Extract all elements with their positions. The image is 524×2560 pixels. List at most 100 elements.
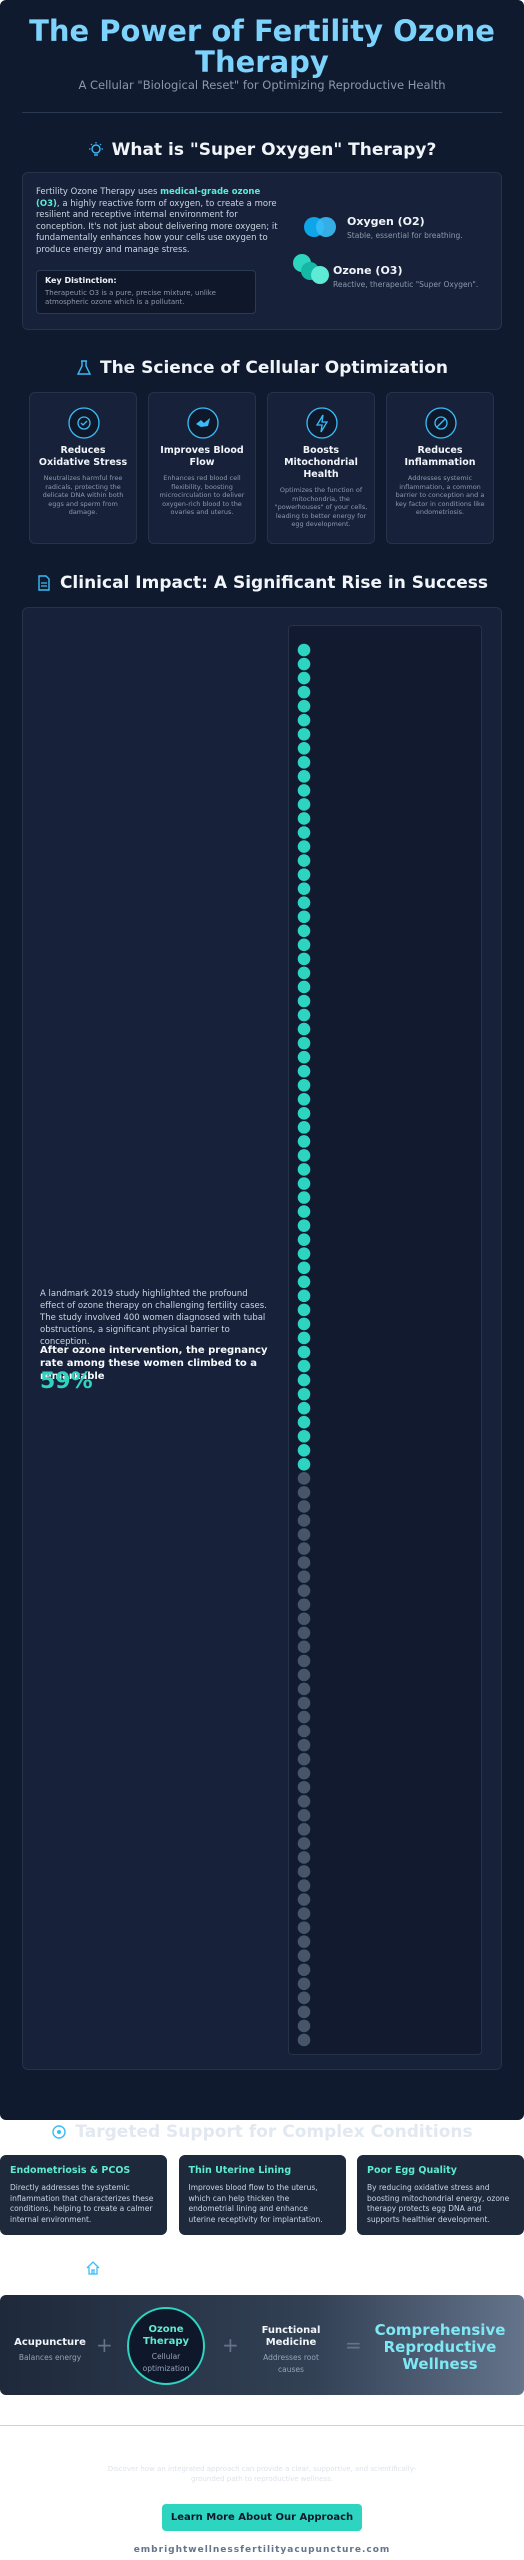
waffle-dot-rest	[297, 1851, 311, 1864]
waffle-dot-rest	[297, 1654, 311, 1668]
condition-card: Poor Egg Quality By reducing oxidative st…	[357, 2155, 524, 2235]
integration-result: Comprehensive Reproductive Wellness	[374, 2321, 506, 2373]
waffle-dot-rest	[297, 1556, 311, 1569]
waffle-dot-success	[297, 980, 311, 994]
waffle-dot-success	[297, 854, 311, 867]
waffle-dot-success	[297, 798, 311, 811]
waffle-dot-success	[297, 826, 311, 839]
website: embrightwellnessfertilityacupuncture.com	[133, 2545, 391, 2555]
waffle-dot-success	[297, 1177, 311, 1190]
waffle-dot-success	[297, 1261, 311, 1275]
waffle-dot-rest	[297, 1893, 311, 1906]
waffle-dot-rest	[297, 1500, 311, 1513]
waffle-dot-rest	[297, 1879, 311, 1892]
waffle-dot-success	[297, 910, 311, 924]
item-subtitle: Addresses root causes	[263, 2353, 319, 2374]
waffle-dot-success	[297, 896, 311, 910]
molecule-name: Oxygen (O2)	[347, 215, 425, 228]
waffle-dot-success	[297, 966, 311, 980]
card-text: Directly addresses the systemic inflamma…	[10, 2183, 154, 2224]
waffle-dot-rest	[297, 1865, 311, 1878]
waffle-dot-success	[297, 1247, 311, 1261]
waffle-dot-success	[297, 784, 311, 797]
waffle-dot-success	[297, 756, 311, 769]
science-card: Improves Blood Flow Enhances red blood ce…	[148, 392, 256, 544]
waffle-dot-success	[297, 1289, 311, 1303]
waffle-dot-rest	[297, 2033, 311, 2047]
target-icon	[52, 2125, 67, 2139]
waffle-dot-rest	[297, 1907, 311, 1920]
waffle-dot-success	[297, 812, 311, 825]
waffle-dot-rest	[297, 1935, 311, 1948]
result-value: 59%	[40, 1369, 93, 1394]
waffle-dot-rest	[297, 1710, 311, 1724]
waffle-dot-success	[297, 1303, 311, 1317]
subtitle: A Cellular "Biological Reset" for Optimi…	[78, 78, 446, 92]
waffle-dot-success	[297, 1064, 311, 1078]
heading-text: Targeted Support for Complex Conditions	[75, 2122, 473, 2142]
waffle-dot-success	[297, 924, 311, 938]
waffle-dot-success	[297, 1107, 311, 1120]
key-title: Key Distinction:	[45, 276, 117, 285]
card-text: Neutralizes harmful free radicals, prote…	[42, 474, 124, 516]
integration-item: Functional Medicine Addresses root causes	[250, 2325, 332, 2376]
waffle-dot-success	[297, 1022, 311, 1036]
waffle-dot-success	[297, 1036, 311, 1050]
waffle-dot-rest	[297, 1752, 311, 1766]
waffle-dot-success	[297, 713, 311, 727]
item-title: Functional Medicine	[261, 2325, 321, 2348]
card-text: Enhances red blood cell flexibility, boo…	[159, 474, 245, 516]
science-card: Reduces Inflammation Addresses systemic i…	[386, 392, 494, 544]
waffle-dot-rest	[297, 1612, 311, 1626]
waffle-dot-success	[297, 1191, 311, 1204]
waffle-dot-rest	[297, 1794, 311, 1808]
section-heading: The Science of Cellular Optimization	[0, 358, 524, 378]
ozone-circle	[127, 2307, 205, 2385]
card-text: By reducing oxidative stress and boostin…	[367, 2183, 510, 2224]
waffle-dot-success	[297, 699, 311, 713]
card-icon	[425, 407, 457, 439]
footer-text: Discover how an integrated approach can …	[107, 2465, 417, 2483]
waffle-dot-success	[297, 741, 311, 755]
waffle-dot-success	[297, 1345, 311, 1359]
item-title: Acupuncture	[14, 2337, 86, 2348]
what-is-paragraph: Fertility Ozone Therapy uses medical-gra…	[36, 187, 286, 256]
cta-button[interactable]: Learn More About Our Approach	[162, 2504, 362, 2531]
waffle-dot-success	[297, 1458, 311, 1471]
item-subtitle: Cellular optimization	[142, 2352, 190, 2373]
key-text: Therapeutic O3 is a pure, precise mixtur…	[45, 289, 216, 306]
condition-card: Thin Uterine Lining Improves blood flow t…	[178, 2155, 346, 2235]
text: , a highly reactive form of oxygen, to c…	[36, 198, 278, 255]
waffle-dot-success	[297, 1219, 311, 1232]
waffle-dot-success	[297, 1008, 311, 1022]
waffle-dot-rest	[297, 1837, 311, 1850]
waffle-dot-success	[297, 657, 311, 671]
home-icon	[86, 2261, 100, 2275]
study-text: A landmark 2019 study highlighted the pr…	[40, 1289, 267, 1347]
waffle-dot-success	[297, 1092, 311, 1106]
key-distinction: Key Distinction: Therapeutic O3 is a pur…	[36, 270, 256, 314]
waffle-dot-success	[297, 1149, 311, 1162]
science-card: Boosts Mitochondrial Health Optimizes the…	[267, 392, 375, 544]
waffle-dot-success	[297, 1429, 311, 1443]
waffle-dot-success	[297, 1275, 311, 1289]
condition-card: Endometriosis & PCOS Directly addresses t…	[0, 2155, 167, 2235]
item-title: Ozone Therapy	[142, 2324, 190, 2347]
operator: +	[222, 2333, 239, 2357]
heading-text: What is "Super Oxygen" Therapy?	[111, 140, 437, 160]
waffle-dot-rest	[297, 1809, 311, 1822]
integration-item: Ozone Therapy Cellular optimization	[131, 2324, 201, 2375]
waffle-dot-success	[297, 1331, 311, 1345]
heading-text: Clinical Impact: A Significant Rise in S…	[59, 573, 489, 593]
card-text: Improves blood flow to the uterus, which…	[188, 2183, 323, 2224]
waffle-dot-rest	[297, 1724, 311, 1738]
waffle-dot-success	[297, 882, 311, 895]
waffle-dot-rest	[297, 1696, 311, 1710]
waffle-dot-success	[297, 952, 311, 966]
waffle-dot-success	[297, 868, 311, 881]
flask-icon	[76, 360, 92, 375]
waffle-dot-success	[297, 1135, 311, 1148]
heading-text: The Science of Cellular Optimization	[99, 358, 449, 378]
waffle-dot-success	[297, 671, 311, 685]
